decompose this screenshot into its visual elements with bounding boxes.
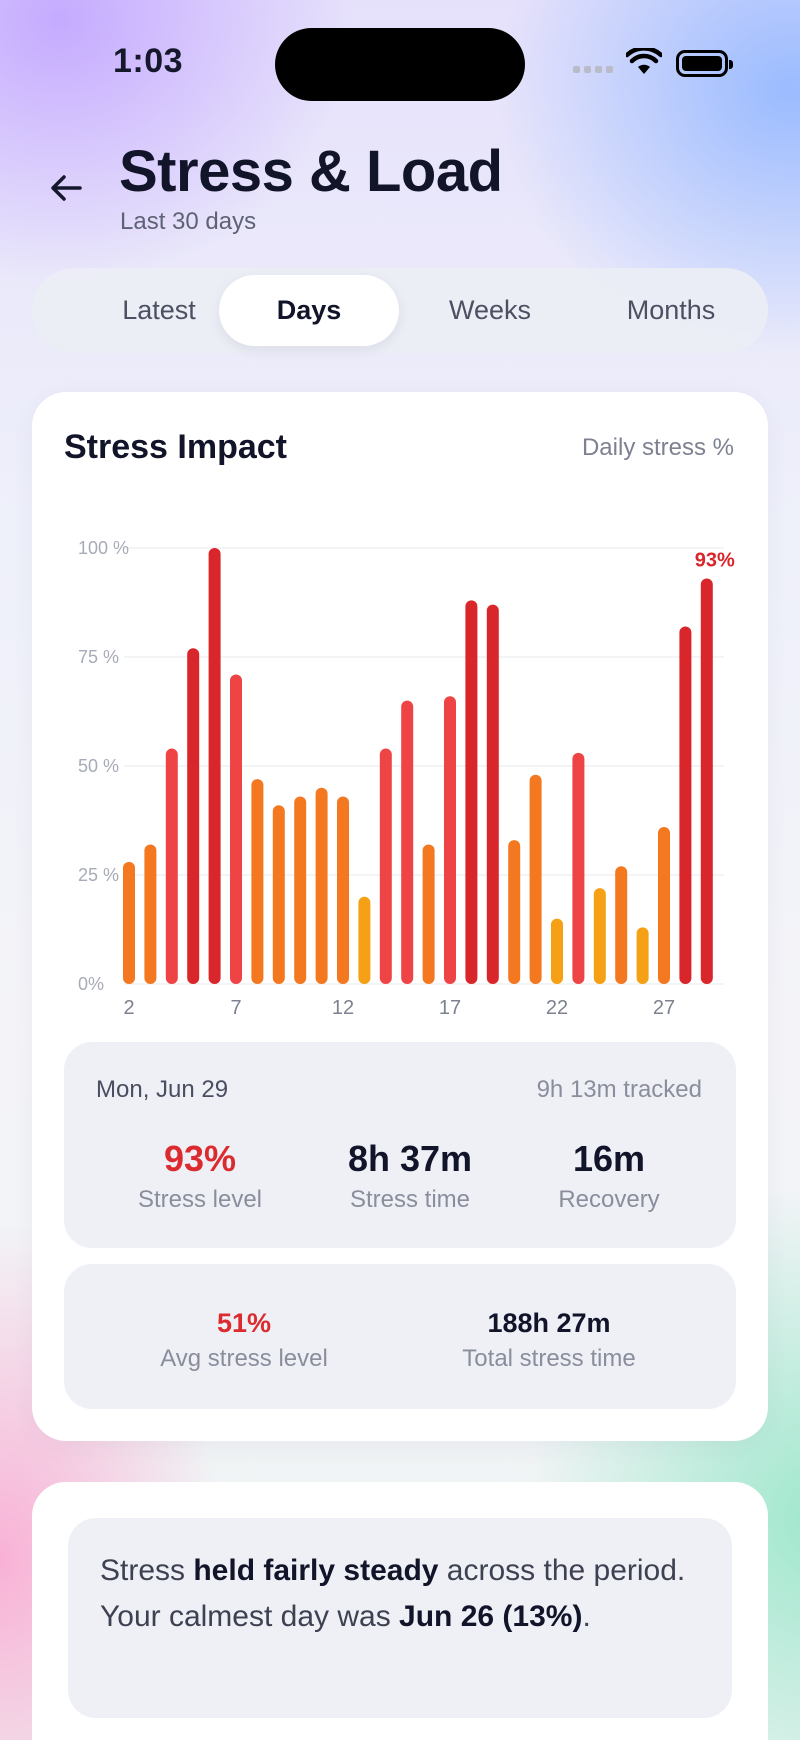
x-tick-label: 7 xyxy=(230,997,241,1019)
stress-bar[interactable] xyxy=(615,866,628,984)
stress-time-label: Stress time xyxy=(349,1186,471,1213)
x-tick-label: 2 xyxy=(123,997,134,1019)
stress-bar[interactable] xyxy=(529,774,542,984)
recovery-label: Recovery xyxy=(558,1186,660,1213)
y-tick-label: 75 % xyxy=(78,647,119,667)
insight-highlight-trend: held fairly steady xyxy=(193,1554,439,1587)
stress-bar[interactable] xyxy=(337,796,349,984)
total-stress-value: 188h 27m xyxy=(487,1308,611,1338)
tab-latest[interactable]: Latest xyxy=(122,295,196,325)
back-arrow-icon[interactable] xyxy=(46,168,86,208)
insight-text-part: across the period. Your calmest day was xyxy=(100,1554,686,1633)
stress-level-value: 93% xyxy=(163,1138,237,1179)
tab-days[interactable]: Days xyxy=(219,275,399,346)
tracked-duration: 9h 13m tracked xyxy=(536,1076,702,1103)
stress-bar[interactable] xyxy=(572,752,585,984)
insight-box xyxy=(68,1518,732,1718)
stress-level-label: Stress level xyxy=(137,1186,263,1213)
insight-text-part: . xyxy=(582,1600,591,1633)
x-tick-label: 12 xyxy=(332,997,354,1019)
period-segmented-control: Latest Days Weeks Months xyxy=(32,268,768,353)
stress-bar[interactable] xyxy=(251,779,264,984)
stress-bar[interactable] xyxy=(679,626,692,984)
x-tick-label: 27 xyxy=(653,997,675,1019)
stress-bar[interactable] xyxy=(422,844,435,984)
stress-time-value: 8h 37m xyxy=(347,1138,473,1179)
stress-bar[interactable] xyxy=(165,748,178,984)
insight-highlight-calmest-day: Jun 26 (13%) xyxy=(399,1600,583,1633)
stress-bar[interactable] xyxy=(636,927,649,984)
stress-bar[interactable] xyxy=(508,840,521,984)
stress-bar[interactable] xyxy=(486,604,499,984)
stat-total-stress-time: 188h 27m Total stress time xyxy=(434,1308,664,1373)
stress-bar[interactable] xyxy=(593,888,606,984)
card-subtitle: Daily stress % xyxy=(581,434,734,461)
stress-bar[interactable] xyxy=(658,827,670,984)
avg-stress-label: Avg stress level xyxy=(160,1345,328,1372)
stress-bar[interactable] xyxy=(700,578,713,984)
wifi-icon xyxy=(626,48,662,74)
stat-stress-time: 8h 37m Stress time xyxy=(300,1138,520,1214)
stress-bar[interactable] xyxy=(187,648,200,984)
stress-bar[interactable] xyxy=(551,918,563,984)
recovery-value: 16m xyxy=(572,1138,646,1179)
stress-bar[interactable] xyxy=(379,748,392,984)
stress-bar[interactable] xyxy=(465,600,478,984)
stress-bar[interactable] xyxy=(358,896,371,984)
stat-stress-level: 93% Stress level xyxy=(90,1138,310,1214)
stress-bar[interactable] xyxy=(315,787,328,984)
stress-bar[interactable] xyxy=(230,674,242,984)
y-tick-label: 0% xyxy=(78,974,104,994)
tab-months[interactable]: Months xyxy=(626,295,716,325)
status-time: 1:03 xyxy=(113,42,184,80)
selected-date: Mon, Jun 29 xyxy=(96,1076,229,1103)
period-summary-stats xyxy=(64,1264,736,1409)
stress-bar[interactable] xyxy=(208,548,221,984)
selected-day-details xyxy=(64,1042,736,1248)
stress-bar[interactable] xyxy=(272,805,285,984)
page-subtitle: Last 30 days xyxy=(120,208,257,235)
highlight-value-label: 93% xyxy=(695,550,735,572)
stress-bar[interactable] xyxy=(401,700,414,984)
total-stress-label: Total stress time xyxy=(462,1345,636,1372)
avg-stress-value: 51% xyxy=(216,1308,272,1338)
stress-bar[interactable] xyxy=(144,844,157,984)
y-tick-label: 100 % xyxy=(78,538,129,558)
cellular-signal-icon xyxy=(573,66,613,73)
insight-text: Stress held fairly steady across the per… xyxy=(100,1548,710,1640)
y-tick-label: 25 % xyxy=(78,865,119,885)
stress-bar[interactable] xyxy=(123,861,135,984)
stat-avg-stress: 51% Avg stress level xyxy=(134,1308,354,1373)
insight-text-part: Stress xyxy=(100,1554,194,1587)
stress-bar[interactable] xyxy=(444,696,456,984)
page-title: Stress & Load xyxy=(119,139,503,204)
stress-bar[interactable] xyxy=(294,796,307,984)
tab-weeks[interactable]: Weeks xyxy=(448,295,532,325)
stat-recovery: 16m Recovery xyxy=(499,1138,719,1214)
battery-icon xyxy=(676,50,733,77)
x-tick-label: 22 xyxy=(546,997,568,1019)
card-title: Stress Impact xyxy=(64,428,287,466)
y-tick-label: 50 % xyxy=(78,756,119,776)
x-tick-label: 17 xyxy=(439,997,461,1019)
dynamic-island xyxy=(275,28,525,101)
